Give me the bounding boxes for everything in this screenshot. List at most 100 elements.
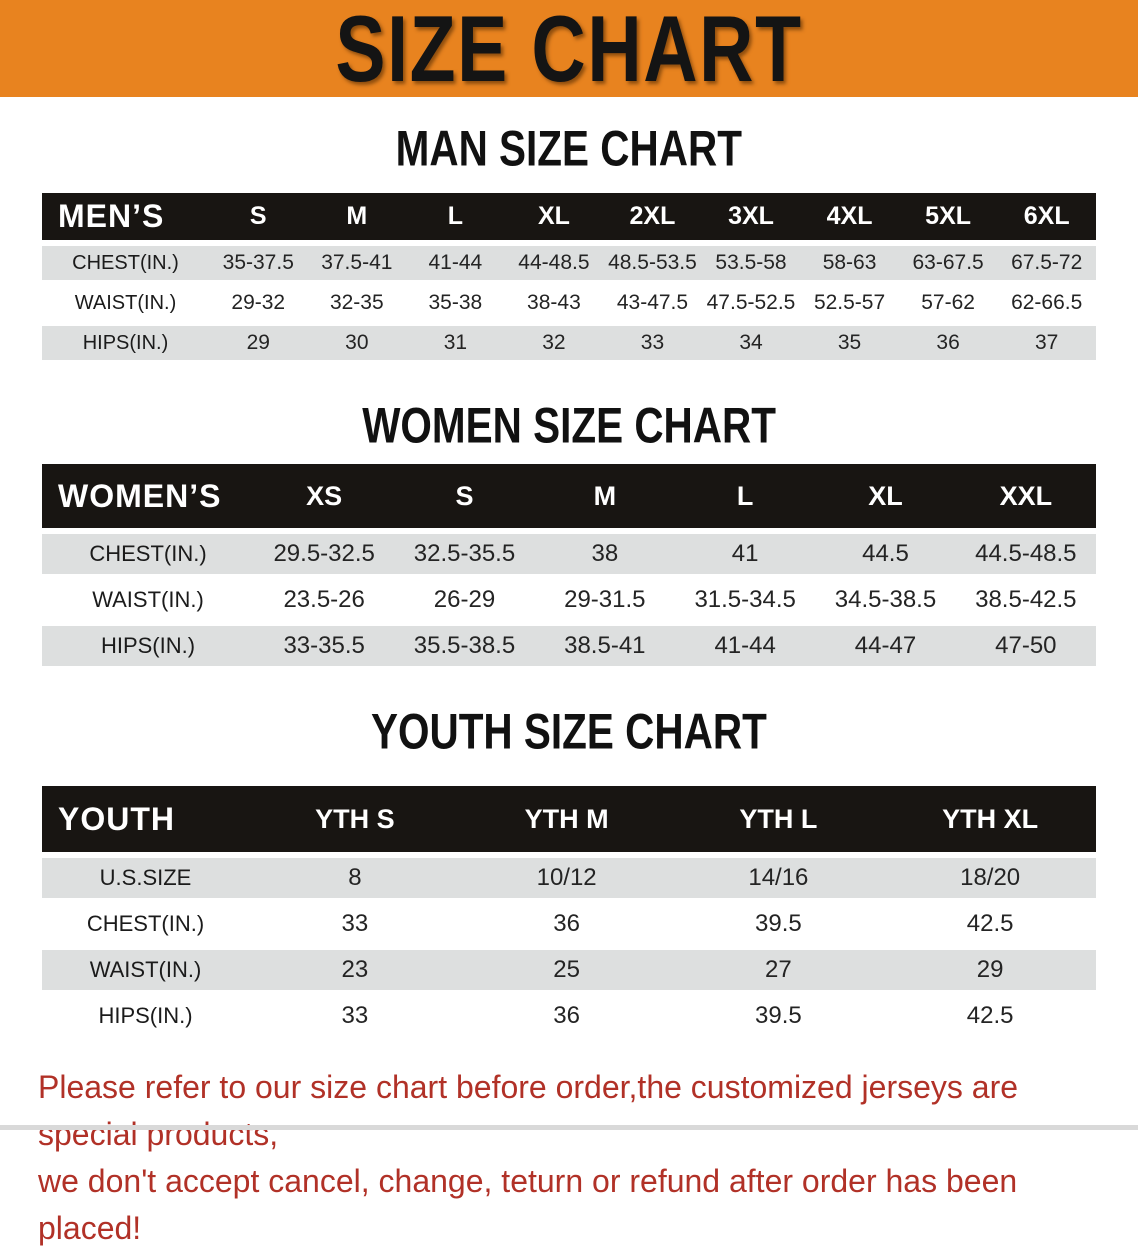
men-section-heading-text: MAN SIZE CHART [395,119,743,177]
youth-section-heading: YOUTH SIZE CHART [0,702,1138,760]
size-column-header: XL [815,464,956,528]
table-header-row: WOMEN’S XS S M L XL XXL [42,464,1096,528]
size-value-cell: 34.5-38.5 [815,580,956,620]
row-label: CHEST(IN.) [42,246,209,280]
women-size-table: WOMEN’S XS S M L XL XXL CHEST(IN.) 29.5-32.5 32.5… [42,458,1096,672]
table-row: WAIST(IN.) 23.5-26 26-29 29-31.5 31.5-34.5 34… [42,580,1096,620]
size-value-cell: 30 [307,326,407,360]
size-value-cell: 33 [603,326,702,360]
size-value-cell: 10/12 [460,858,673,898]
table-corner-label: WOMEN’S [42,464,254,528]
row-label: WAIST(IN.) [42,580,254,620]
size-value-cell: 44-48.5 [504,246,604,280]
size-value-cell: 63-67.5 [898,246,998,280]
size-value-cell: 37.5-41 [307,246,407,280]
size-value-cell: 37 [997,326,1096,360]
size-value-cell: 44-47 [815,626,956,666]
table-row: HIPS(IN.) 29 30 31 32 33 34 35 36 37 [42,326,1096,360]
banner-title: SIZE CHART [335,0,803,101]
table-row: WAIST(IN.) 23 25 27 29 [42,950,1096,990]
size-value-cell: 32.5-35.5 [394,534,535,574]
size-value-cell: 32-35 [307,286,407,320]
size-value-cell: 58-63 [800,246,899,280]
size-column-header: XXL [955,464,1096,528]
size-value-cell: 42.5 [884,904,1096,944]
size-value-cell: 29-32 [209,286,308,320]
size-column-header: XS [254,464,395,528]
size-column-header: YTH L [672,786,885,852]
size-value-cell: 38 [534,534,675,574]
size-value-cell: 36 [460,996,673,1036]
row-label: HIPS(IN.) [42,326,209,360]
bottom-divider [0,1125,1138,1130]
size-value-cell: 33-35.5 [254,626,395,666]
size-value-cell: 39.5 [672,996,885,1036]
size-value-cell: 38-43 [504,286,604,320]
size-value-cell: 44.5-48.5 [955,534,1096,574]
men-size-table: MEN’S S M L XL 2XL 3XL 4XL 5XL 6XL CHEST(IN.) 35-37… [42,187,1096,366]
table-header-row: MEN’S S M L XL 2XL 3XL 4XL 5XL 6XL [42,193,1096,240]
size-value-cell: 23 [249,950,461,990]
size-value-cell: 25 [460,950,673,990]
size-value-cell: 41-44 [674,626,816,666]
size-value-cell: 47.5-52.5 [701,286,801,320]
size-value-cell: 35.5-38.5 [394,626,535,666]
table-corner-label: YOUTH [42,786,249,852]
size-column-header: YTH S [249,786,461,852]
size-value-cell: 35-37.5 [209,246,308,280]
size-column-header: 5XL [898,193,998,240]
size-value-cell: 33 [249,996,461,1036]
table-corner-label: MEN’S [42,193,209,240]
size-value-cell: 29 [884,950,1096,990]
size-value-cell: 57-62 [898,286,998,320]
row-label: WAIST(IN.) [42,286,209,320]
table-header-row: YOUTH YTH S YTH M YTH L YTH XL [42,786,1096,852]
size-value-cell: 53.5-58 [701,246,801,280]
row-label: U.S.SIZE [42,858,249,898]
size-value-cell: 35-38 [406,286,505,320]
size-value-cell: 52.5-57 [800,286,899,320]
size-value-cell: 43-47.5 [603,286,702,320]
size-value-cell: 36 [460,904,673,944]
size-value-cell: 39.5 [672,904,885,944]
size-value-cell: 14/16 [672,858,885,898]
size-value-cell: 42.5 [884,996,1096,1036]
size-column-header: 4XL [800,193,899,240]
size-column-header: M [534,464,675,528]
size-value-cell: 41 [674,534,816,574]
size-value-cell: 31.5-34.5 [674,580,816,620]
size-column-header: S [394,464,535,528]
size-value-cell: 8 [249,858,461,898]
row-label: HIPS(IN.) [42,996,249,1036]
size-value-cell: 29.5-32.5 [254,534,395,574]
order-disclaimer: Please refer to our size chart before or… [38,1064,1118,1252]
table-row: HIPS(IN.) 33-35.5 35.5-38.5 38.5-41 41-44 44-… [42,626,1096,666]
women-section-heading-text: WOMEN SIZE CHART [362,396,776,454]
size-value-cell: 62-66.5 [997,286,1096,320]
row-label: CHEST(IN.) [42,534,254,574]
row-label: HIPS(IN.) [42,626,254,666]
size-value-cell: 26-29 [394,580,535,620]
men-section-heading: MAN SIZE CHART [0,119,1138,177]
table-row: CHEST(IN.) 33 36 39.5 42.5 [42,904,1096,944]
order-disclaimer-line1: Please refer to our size chart before or… [38,1069,1019,1152]
table-row: CHEST(IN.) 29.5-32.5 32.5-35.5 38 41 44.5 44.5… [42,534,1096,574]
size-chart-banner: SIZE CHART [0,0,1138,97]
women-section-heading: WOMEN SIZE CHART [0,396,1138,454]
order-disclaimer-line2: we don't accept cancel, change, teturn o… [38,1163,1018,1246]
size-value-cell: 38.5-42.5 [955,580,1096,620]
table-row: U.S.SIZE 8 10/12 14/16 18/20 [42,858,1096,898]
size-value-cell: 27 [672,950,885,990]
size-value-cell: 36 [898,326,998,360]
size-column-header: 2XL [603,193,702,240]
size-column-header: XL [504,193,604,240]
size-value-cell: 47-50 [955,626,1096,666]
youth-section-heading-text: YOUTH SIZE CHART [371,702,767,760]
size-column-header: M [307,193,407,240]
size-value-cell: 23.5-26 [254,580,395,620]
size-value-cell: 35 [800,326,899,360]
size-value-cell: 67.5-72 [997,246,1096,280]
size-value-cell: 33 [249,904,461,944]
size-value-cell: 18/20 [884,858,1096,898]
size-column-header: S [209,193,308,240]
